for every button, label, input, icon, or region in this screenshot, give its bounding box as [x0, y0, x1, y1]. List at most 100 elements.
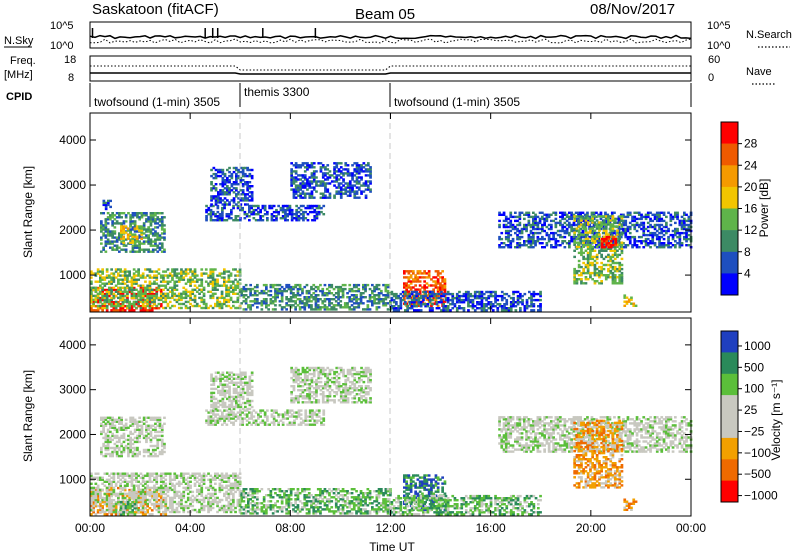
power-echo-cell — [182, 278, 186, 281]
velocity-echo-cell — [99, 505, 102, 508]
power-echo-cell — [502, 225, 506, 229]
velocity-echo-cell — [157, 505, 161, 508]
power-echo-cell — [534, 231, 537, 235]
power-echo-cell — [478, 294, 482, 298]
power-echo-cell — [611, 249, 615, 252]
power-echo-cell — [611, 255, 615, 259]
power-echo-cell — [467, 298, 470, 302]
power-echo-cell — [416, 272, 420, 275]
power-echo-cell — [210, 203, 213, 206]
power-echo-cell — [532, 305, 536, 308]
power-echo-cell — [234, 300, 237, 304]
power-echo-cell — [118, 216, 121, 219]
power-echo-cell — [355, 196, 359, 199]
power-echo-cell — [129, 218, 132, 221]
power-echo-cell — [92, 286, 95, 289]
power-echo-cell — [573, 249, 576, 252]
power-echo-cell — [285, 285, 288, 289]
power-echo-cell — [94, 286, 98, 289]
power-echo-cell — [660, 244, 664, 247]
power-echo-cell — [121, 298, 125, 302]
power-echo-cell — [595, 215, 598, 219]
power-echo-cell — [432, 296, 435, 299]
power-echo-cell — [214, 168, 218, 172]
power-echo-cell — [595, 237, 599, 240]
power-echo-cell — [480, 294, 484, 298]
power-echo-cell — [126, 276, 129, 279]
power-echo-cell — [229, 306, 233, 310]
power-echo-cell — [413, 298, 416, 302]
power-echo-cell — [436, 294, 440, 297]
power-echo-cell — [136, 244, 139, 247]
power-echo-cell — [369, 170, 372, 173]
power-echo-cell — [202, 292, 206, 295]
power-echo-cell — [541, 215, 544, 219]
power-echo-cell — [527, 246, 531, 249]
power-echo-cell — [101, 272, 104, 275]
power-echo-cell — [268, 206, 271, 210]
power-echo-cell — [602, 221, 606, 224]
power-echo-cell — [321, 300, 325, 303]
power-echo-cell — [151, 248, 155, 251]
power-echo-cell — [676, 231, 679, 235]
power-echo-cell — [573, 241, 576, 244]
power-echo-cell — [455, 294, 459, 298]
power-echo-cell — [138, 246, 141, 249]
power-echo-cell — [290, 170, 293, 173]
power-echo-cell — [561, 235, 564, 239]
power-echo-cell — [160, 232, 164, 235]
power-echo-cell — [120, 212, 123, 215]
power-echo-cell — [434, 282, 438, 285]
power-echo-cell — [646, 213, 650, 216]
power-echo-cell — [534, 219, 537, 223]
power-echo-cell — [265, 298, 268, 301]
power-echo-cell — [616, 229, 619, 232]
power-echo-cell — [248, 195, 252, 198]
power-echo-cell — [140, 237, 143, 240]
power-echo-cell — [217, 170, 220, 174]
velocity-echo-cell — [126, 484, 129, 487]
power-echo-cell — [193, 270, 197, 273]
power-echo-cell — [180, 306, 183, 310]
power-echo-cell — [392, 307, 396, 310]
velocity-echo-cell — [114, 507, 118, 510]
power-echo-cell — [204, 302, 208, 306]
power-echo-cell — [584, 265, 588, 269]
power-echo-cell — [589, 229, 592, 232]
power-echo-cell — [101, 282, 104, 285]
power-echo-cell — [658, 240, 661, 243]
power-echo-cell — [117, 278, 120, 281]
power-echo-cell — [446, 301, 450, 304]
power-echo-cell — [145, 214, 148, 217]
power-echo-cell — [604, 276, 608, 279]
power-echo-cell — [547, 215, 551, 219]
power-echo-cell — [458, 305, 461, 308]
power-echo-cell — [288, 210, 292, 214]
velocity-echo-cell — [90, 508, 93, 512]
power-echo-cell — [530, 303, 533, 306]
power-echo-cell — [616, 282, 619, 285]
power-echo-cell — [122, 227, 125, 230]
power-echo-cell — [211, 306, 215, 310]
power-echo-cell — [559, 235, 562, 239]
power-echo-cell — [235, 168, 238, 172]
power-echo-cell — [260, 292, 264, 295]
power-echo-cell — [115, 246, 119, 249]
power-echo-cell — [310, 294, 313, 297]
power-echo-cell — [135, 225, 139, 228]
power-echo-cell — [221, 199, 225, 202]
power-echo-cell — [128, 288, 131, 291]
power-echo-cell — [595, 253, 599, 257]
power-echo-cell — [104, 236, 108, 239]
power-echo-cell — [480, 303, 484, 306]
power-echo-cell — [622, 219, 625, 223]
power-echo-cell — [419, 303, 423, 306]
power-echo-cell — [337, 162, 341, 165]
power-echo-cell — [100, 226, 103, 229]
power-echo-cell — [642, 227, 646, 231]
power-echo-cell — [175, 272, 179, 275]
power-echo-cell — [610, 242, 614, 245]
power-echo-cell — [355, 190, 359, 193]
power-echo-cell — [505, 309, 509, 312]
power-echo-cell — [96, 309, 100, 312]
